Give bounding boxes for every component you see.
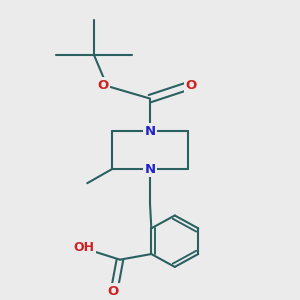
Text: O: O: [186, 79, 197, 92]
Text: N: N: [144, 163, 156, 176]
Text: O: O: [98, 79, 109, 92]
Text: O: O: [108, 284, 119, 298]
Text: N: N: [144, 125, 156, 138]
Text: OH: OH: [73, 241, 94, 254]
